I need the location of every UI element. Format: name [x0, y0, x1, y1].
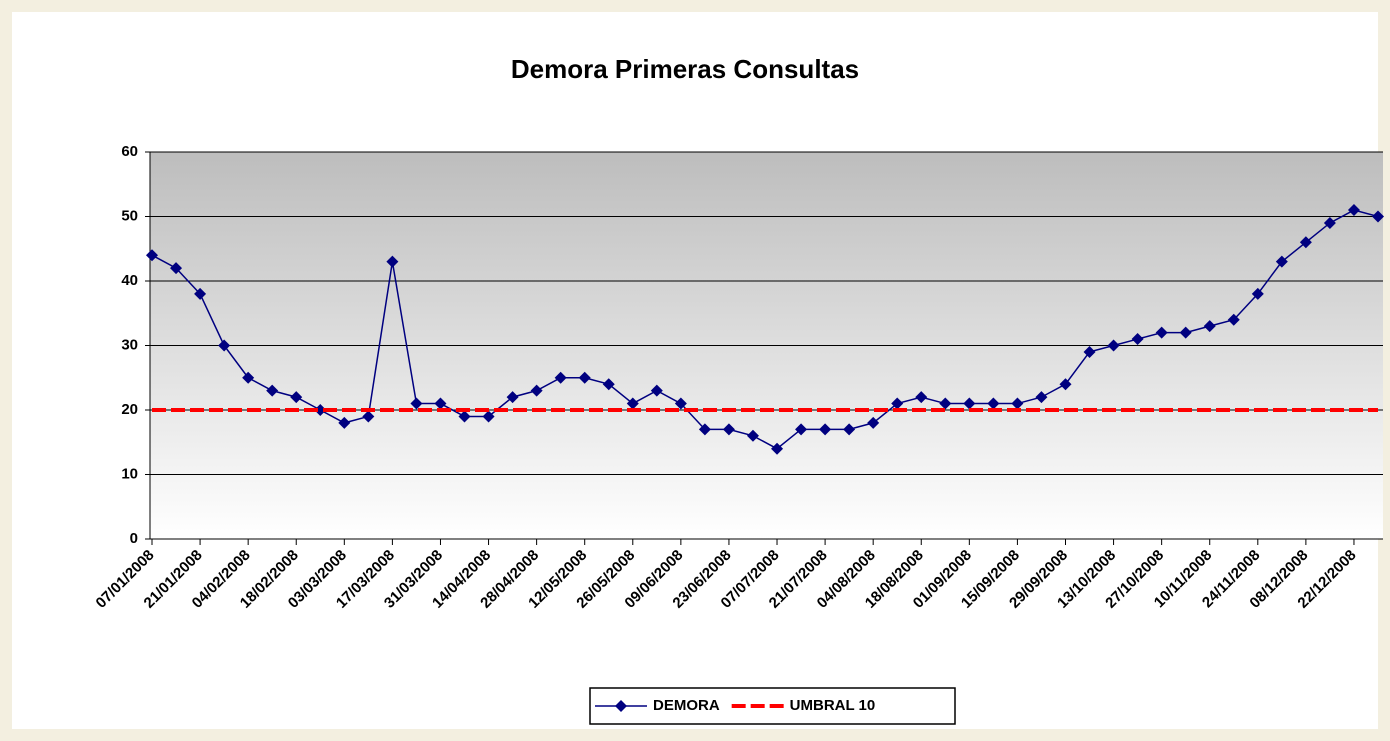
data-point — [698, 423, 711, 436]
legend-label: DEMORA — [653, 697, 720, 714]
data-point — [626, 397, 639, 410]
y-tick-label: 50 — [121, 207, 138, 224]
data-point — [530, 384, 543, 397]
data-point — [434, 397, 447, 410]
data-point — [963, 397, 976, 410]
chart-title: Demora Primeras Consultas — [511, 54, 859, 84]
data-point — [146, 249, 158, 262]
data-point — [1059, 378, 1072, 391]
data-point — [554, 371, 567, 384]
data-point — [482, 410, 495, 423]
data-point — [338, 416, 351, 429]
data-point — [915, 391, 928, 404]
y-tick-label: 30 — [121, 336, 138, 353]
data-point — [1299, 236, 1312, 249]
data-point — [1203, 320, 1216, 333]
y-tick-label: 60 — [121, 143, 138, 160]
data-point — [1179, 326, 1192, 339]
data-point — [290, 391, 303, 404]
data-point — [650, 384, 663, 397]
data-point — [362, 410, 375, 423]
data-point — [194, 287, 207, 300]
y-tick-label: 20 — [121, 401, 138, 418]
data-point — [602, 378, 615, 391]
data-point — [506, 391, 519, 404]
data-point — [1011, 397, 1024, 410]
data-point — [1347, 204, 1360, 217]
data-point — [1131, 333, 1144, 346]
data-point — [795, 423, 808, 436]
data-point — [242, 371, 255, 384]
data-point — [819, 423, 832, 436]
y-tick-label: 10 — [121, 465, 138, 482]
data-point — [771, 442, 784, 455]
data-point — [1227, 313, 1240, 326]
legend-label: UMBRAL 10 — [790, 697, 876, 714]
data-point — [843, 423, 856, 436]
data-point — [314, 404, 327, 416]
y-tick-label: 40 — [121, 272, 138, 289]
data-point — [674, 397, 687, 410]
data-point — [1035, 391, 1048, 404]
data-point — [170, 262, 183, 275]
data-point — [1107, 339, 1120, 352]
data-point — [1372, 210, 1384, 223]
data-point — [1083, 345, 1096, 358]
data-point — [1251, 287, 1264, 300]
data-point — [722, 423, 735, 436]
data-point — [1323, 216, 1336, 229]
data-point — [218, 339, 231, 352]
data-point — [266, 384, 279, 397]
data-point — [1275, 255, 1288, 268]
legend-marker — [615, 700, 627, 712]
data-point — [1155, 326, 1168, 339]
data-point — [578, 371, 591, 384]
line-series — [151, 209, 1379, 450]
data-point — [987, 397, 1000, 410]
data-point — [746, 429, 759, 442]
data-point — [458, 410, 471, 423]
data-point — [410, 397, 423, 410]
data-point — [867, 416, 880, 429]
data-point — [891, 397, 904, 410]
data-point — [939, 397, 952, 410]
y-tick-label: 0 — [130, 530, 138, 547]
data-point — [386, 255, 399, 268]
